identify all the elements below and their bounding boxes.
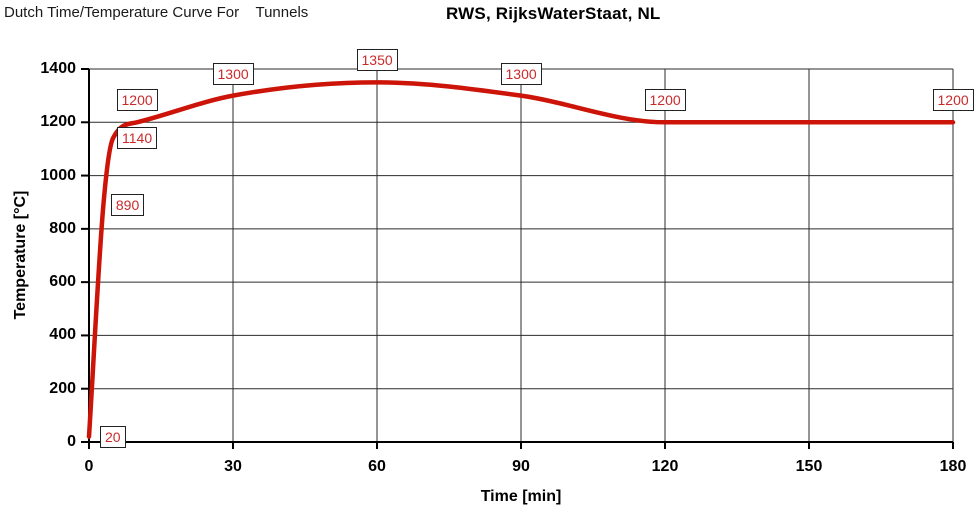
y-tick-label: 600	[49, 273, 76, 291]
data-point-label: 1200	[116, 89, 158, 112]
data-point-label: 1200	[932, 89, 974, 112]
data-point-label: 890	[110, 193, 145, 216]
data-point-label: 1300	[212, 62, 254, 85]
x-tick-label: 30	[224, 458, 242, 475]
y-axis-title: Temperature [°C]	[12, 190, 29, 320]
y-tick-label: 1400	[40, 60, 76, 77]
x-tick-label: 180	[939, 458, 967, 475]
y-tick-label: 1200	[40, 113, 76, 131]
y-tick-label: 0	[67, 433, 76, 450]
y-tick-label: 1000	[40, 166, 76, 184]
x-tick-label: 90	[512, 458, 530, 475]
data-point-label: 20	[100, 425, 126, 448]
chart-title: RWS, RijksWaterStaat, NL	[446, 4, 661, 23]
x-tick-label: 0	[84, 458, 94, 475]
chart-subtitle: Dutch Time/Temperature Curve For Tunnels	[4, 4, 309, 21]
y-tick-label: 200	[49, 379, 76, 397]
x-tick-label: 60	[368, 458, 386, 475]
y-tick-label: 400	[49, 326, 76, 344]
x-tick-label: 150	[795, 458, 823, 475]
data-point-label: 1300	[500, 62, 542, 85]
x-axis-title: Time [min]	[480, 488, 562, 505]
data-point-label: 1140	[117, 127, 158, 150]
y-tick-label: 800	[49, 219, 76, 237]
data-point-label: 1200	[644, 89, 686, 112]
x-tick-label: 120	[651, 458, 679, 475]
data-point-label: 1350	[356, 49, 398, 72]
temperature-curve	[86, 80, 956, 439]
